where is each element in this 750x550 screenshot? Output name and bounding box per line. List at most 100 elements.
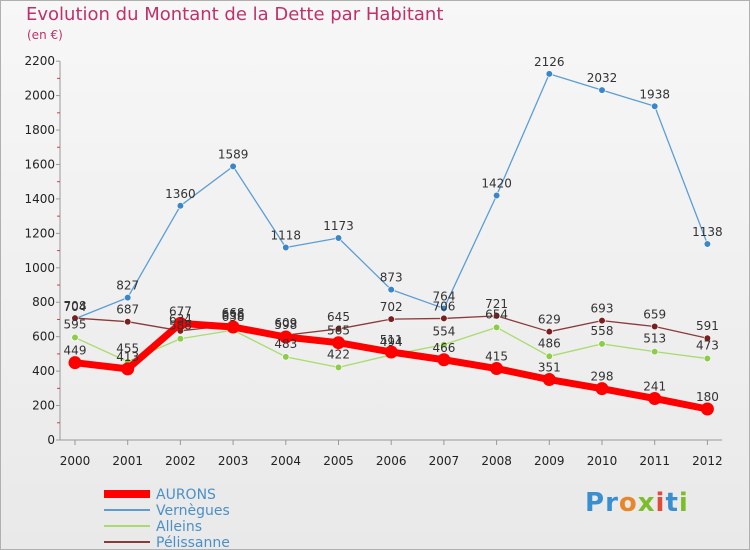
- data-point: [440, 314, 448, 323]
- data-point: [545, 328, 553, 336]
- data-point: [700, 402, 714, 416]
- x-tick-label: 2002: [165, 454, 196, 468]
- data-label: 588: [169, 319, 192, 333]
- data-point: [124, 293, 132, 302]
- data-label: 609: [274, 316, 297, 330]
- data-label: 180: [696, 390, 719, 404]
- data-point: [490, 362, 504, 376]
- data-point: [703, 354, 712, 363]
- x-tick-label: 2003: [218, 454, 249, 468]
- y-tick-label: 2000: [24, 89, 55, 103]
- data-point: [493, 312, 501, 320]
- data-point: [282, 353, 290, 361]
- data-label: 449: [64, 344, 87, 358]
- data-point: [176, 335, 184, 343]
- data-point: [703, 334, 712, 342]
- data-point: [440, 304, 448, 313]
- data-label: 558: [591, 324, 614, 338]
- data-label: 638: [222, 310, 245, 324]
- legend-label: Alleins: [156, 519, 202, 535]
- x-tick-label: 2010: [587, 454, 618, 468]
- y-tick-label: 1400: [24, 192, 55, 206]
- data-label: 634: [169, 312, 192, 326]
- y-tick-label: 2200: [24, 54, 55, 68]
- data-label: 1589: [218, 147, 249, 161]
- data-point: [384, 345, 398, 359]
- x-tick-label: 2011: [639, 454, 670, 468]
- data-point: [176, 202, 184, 210]
- x-tick-label: 2006: [376, 454, 407, 468]
- data-point: [545, 70, 553, 78]
- logo-letter: x: [637, 488, 656, 518]
- x-tick-label: 2000: [60, 454, 91, 468]
- logo-letter: t: [665, 488, 679, 518]
- y-tick-label: 1600: [24, 157, 55, 171]
- data-point: [334, 325, 343, 333]
- legend-label: Pélissanne: [156, 535, 230, 550]
- data-point: [173, 316, 187, 330]
- data-label: 873: [380, 271, 403, 285]
- data-point: [648, 391, 662, 405]
- data-point: [493, 323, 501, 331]
- data-point: [387, 286, 395, 294]
- data-label: 466: [432, 341, 455, 355]
- data-label: 415: [485, 350, 508, 364]
- data-label: 298: [591, 370, 614, 384]
- data-label: 706: [432, 299, 455, 313]
- data-point: [124, 318, 132, 326]
- data-label: 513: [643, 332, 666, 346]
- data-point: [334, 363, 343, 371]
- data-label: 1118: [271, 228, 302, 242]
- data-point: [545, 352, 553, 360]
- x-tick-label: 2005: [323, 454, 354, 468]
- data-point: [651, 322, 659, 331]
- data-label: 413: [116, 350, 139, 364]
- y-tick-label: 600: [32, 330, 55, 344]
- data-point: [279, 330, 293, 344]
- x-tick-label: 2012: [692, 454, 723, 468]
- x-tick-label: 2008: [481, 454, 512, 468]
- data-point: [332, 336, 345, 350]
- data-label: 2032: [587, 71, 618, 85]
- data-point: [282, 243, 290, 252]
- data-point: [387, 315, 395, 323]
- data-point: [542, 373, 556, 387]
- y-tick-label: 400: [32, 364, 55, 378]
- data-label: 595: [64, 318, 87, 332]
- proxiti-logo: Proxiti: [585, 488, 689, 518]
- unit-label: (en €): [27, 28, 63, 42]
- data-label: 704: [64, 300, 87, 314]
- data-label: 645: [327, 310, 350, 324]
- x-tick-label: 2004: [271, 454, 302, 468]
- logo-letter: r: [605, 488, 619, 518]
- y-tick-label: 1200: [24, 226, 55, 240]
- data-label: 693: [591, 302, 614, 316]
- data-label: 486: [538, 336, 561, 350]
- data-point: [71, 314, 79, 322]
- data-point: [121, 362, 135, 376]
- data-label: 1173: [323, 219, 354, 233]
- legend-label: AURONS: [156, 487, 216, 503]
- data-point: [229, 162, 237, 170]
- legend-label: Vernègues: [156, 503, 230, 519]
- data-label: 511: [380, 333, 403, 347]
- y-tick-label: 200: [32, 399, 55, 413]
- data-label: 455: [116, 342, 139, 356]
- data-point: [493, 191, 501, 200]
- data-label: 721: [485, 297, 508, 311]
- data-label: 494: [380, 335, 403, 349]
- data-point: [437, 353, 451, 367]
- data-labels: 704 827 1360 1589 1118 1173 873 764 1420 2126 2032…: [64, 55, 723, 404]
- y-tick-label: 1800: [24, 123, 55, 137]
- x-tick-label: 2009: [534, 454, 565, 468]
- y-tick-label: 1000: [24, 261, 55, 275]
- data-label: 708: [64, 299, 87, 313]
- data-label: 565: [327, 324, 350, 338]
- y-tick-label: 0: [47, 433, 55, 447]
- data-point: [334, 234, 343, 242]
- x-tick-label: 2007: [429, 454, 460, 468]
- data-label: 659: [643, 308, 666, 322]
